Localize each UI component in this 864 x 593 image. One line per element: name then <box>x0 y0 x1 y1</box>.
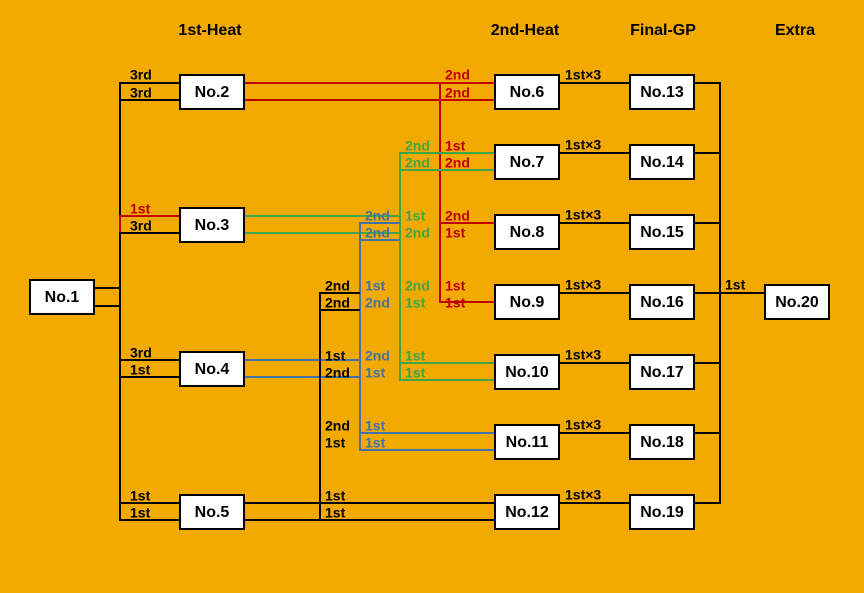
node-label: No.12 <box>505 504 549 521</box>
edge-label: 1st <box>365 435 386 451</box>
edge-label: 2nd <box>445 85 470 101</box>
column-header: Extra <box>775 22 815 39</box>
node-label: No.9 <box>510 294 545 311</box>
edge-label: 1st <box>445 225 466 241</box>
edge-label: 2nd <box>325 365 350 381</box>
node-n17: No.17 <box>630 355 694 389</box>
edge-label: 1st <box>365 418 386 434</box>
edge-label: 3rd <box>130 85 152 101</box>
edge-label: 1st×3 <box>565 347 601 363</box>
edge-label: 2nd <box>445 208 470 224</box>
edge-label: 2nd <box>325 418 350 434</box>
node-n9: No.9 <box>495 285 559 319</box>
node-label: No.7 <box>510 154 545 171</box>
edge-label: 1st <box>325 348 346 364</box>
edge-label: 2nd <box>405 278 430 294</box>
node-n18: No.18 <box>630 425 694 459</box>
bracket-diagram: 1st-Heat2nd-HeatFinal-GPExtra3rd3rd1st3r… <box>0 0 864 593</box>
column-header: 1st-Heat <box>178 22 242 39</box>
node-n11: No.11 <box>495 425 559 459</box>
edge-label: 1st <box>405 365 426 381</box>
edge-label: 1st×3 <box>565 67 601 83</box>
edge-label: 2nd <box>405 225 430 241</box>
node-n19: No.19 <box>630 495 694 529</box>
column-header: 2nd-Heat <box>491 22 560 39</box>
node-n12: No.12 <box>495 495 559 529</box>
edge-label: 2nd <box>325 295 350 311</box>
column-header: Final-GP <box>630 22 696 39</box>
edge-label: 1st <box>445 295 466 311</box>
node-label: No.8 <box>510 224 545 241</box>
edge-label: 3rd <box>130 67 152 83</box>
node-label: No.3 <box>195 217 230 234</box>
edge-label: 1st×3 <box>565 417 601 433</box>
edge-label: 1st <box>130 362 151 378</box>
edge-label: 1st <box>405 348 426 364</box>
node-label: No.11 <box>506 434 549 451</box>
node-n14: No.14 <box>630 145 694 179</box>
node-n20: No.20 <box>765 285 829 319</box>
edge-label: 2nd <box>365 348 390 364</box>
node-label: No.10 <box>505 364 549 381</box>
node-n4: No.4 <box>180 352 244 386</box>
node-n8: No.8 <box>495 215 559 249</box>
edge-label: 2nd <box>365 225 390 241</box>
node-label: No.17 <box>640 364 684 381</box>
node-label: No.1 <box>45 289 80 306</box>
edge-label: 2nd <box>365 208 390 224</box>
edge-label: 1st×3 <box>565 277 601 293</box>
node-label: No.19 <box>640 504 684 521</box>
edge-label: 1st <box>405 208 426 224</box>
edge-label: 1st <box>130 201 151 217</box>
node-label: No.13 <box>640 84 684 101</box>
edge-label: 1st <box>445 138 466 154</box>
edge-label: 1st <box>405 295 426 311</box>
edge-label: 1st×3 <box>565 137 601 153</box>
node-label: No.20 <box>775 294 819 311</box>
edge-label: 1st×3 <box>565 207 601 223</box>
edge-label: 2nd <box>405 138 430 154</box>
node-n10: No.10 <box>495 355 559 389</box>
node-n3: No.3 <box>180 208 244 242</box>
node-n15: No.15 <box>630 215 694 249</box>
edge-label: 1st <box>365 365 386 381</box>
node-label: No.4 <box>195 361 230 378</box>
edge-label: 1st <box>325 505 346 521</box>
edge-label: 2nd <box>405 155 430 171</box>
edge-label: 1st <box>725 277 746 293</box>
edge-label: 2nd <box>445 155 470 171</box>
edge-label: 2nd <box>325 278 350 294</box>
edge-label: 1st <box>325 435 346 451</box>
node-label: No.14 <box>640 154 684 171</box>
node-n2: No.2 <box>180 75 244 109</box>
edge-label: 3rd <box>130 218 152 234</box>
node-n13: No.13 <box>630 75 694 109</box>
node-label: No.16 <box>640 294 684 311</box>
edge-label: 1st×3 <box>565 487 601 503</box>
edge-label: 1st <box>445 278 466 294</box>
edge-label: 1st <box>130 488 151 504</box>
node-label: No.6 <box>510 84 545 101</box>
edge-label: 1st <box>130 505 151 521</box>
node-label: No.2 <box>195 84 230 101</box>
edge-label: 3rd <box>130 345 152 361</box>
node-n7: No.7 <box>495 145 559 179</box>
node-label: No.5 <box>195 504 230 521</box>
node-n6: No.6 <box>495 75 559 109</box>
node-label: No.15 <box>640 224 684 241</box>
node-n1: No.1 <box>30 280 94 314</box>
edge-label: 1st <box>325 488 346 504</box>
edge-label: 2nd <box>365 295 390 311</box>
edge-label: 1st <box>365 278 386 294</box>
node-label: No.18 <box>640 434 684 451</box>
node-n16: No.16 <box>630 285 694 319</box>
node-n5: No.5 <box>180 495 244 529</box>
edge-label: 2nd <box>445 67 470 83</box>
